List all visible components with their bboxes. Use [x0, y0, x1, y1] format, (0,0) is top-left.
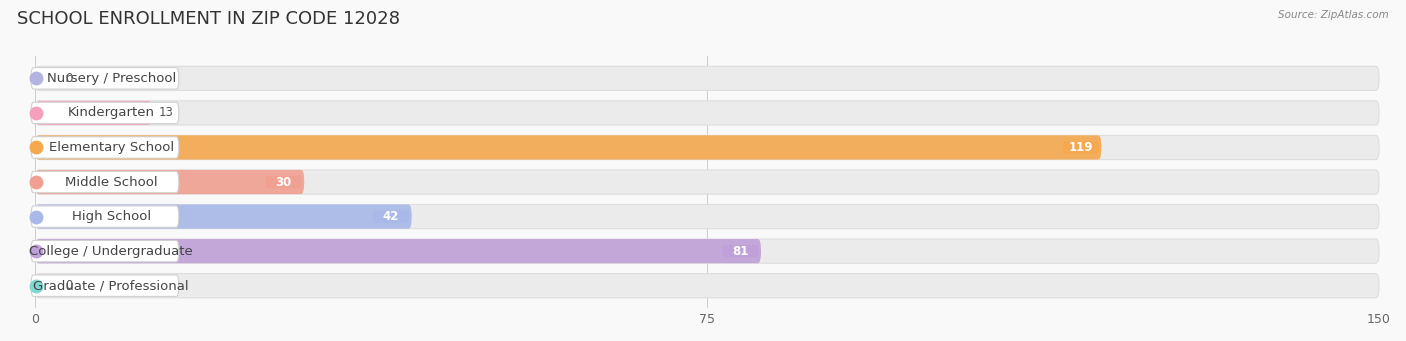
Text: 0: 0 [65, 279, 73, 292]
FancyBboxPatch shape [35, 135, 1379, 160]
FancyBboxPatch shape [35, 239, 761, 263]
Text: 13: 13 [159, 106, 174, 119]
Text: Middle School: Middle School [65, 176, 157, 189]
FancyBboxPatch shape [31, 137, 179, 158]
FancyBboxPatch shape [35, 273, 1379, 298]
Text: Graduate / Professional: Graduate / Professional [34, 279, 188, 292]
Text: Nursery / Preschool: Nursery / Preschool [46, 72, 176, 85]
FancyBboxPatch shape [35, 239, 1379, 263]
FancyBboxPatch shape [35, 101, 152, 125]
FancyBboxPatch shape [35, 170, 304, 194]
FancyBboxPatch shape [1063, 141, 1098, 154]
Text: High School: High School [72, 210, 150, 223]
FancyBboxPatch shape [35, 101, 1379, 125]
Text: SCHOOL ENROLLMENT IN ZIP CODE 12028: SCHOOL ENROLLMENT IN ZIP CODE 12028 [17, 10, 399, 28]
FancyBboxPatch shape [35, 66, 1379, 90]
Text: 42: 42 [382, 210, 399, 223]
FancyBboxPatch shape [31, 240, 179, 262]
FancyBboxPatch shape [35, 170, 1379, 194]
FancyBboxPatch shape [35, 205, 1379, 229]
Text: 30: 30 [276, 176, 291, 189]
Text: Elementary School: Elementary School [49, 141, 174, 154]
Text: Kindergarten: Kindergarten [67, 106, 155, 119]
Text: 81: 81 [733, 244, 748, 258]
FancyBboxPatch shape [31, 206, 179, 227]
FancyBboxPatch shape [35, 135, 1101, 160]
Text: College / Undergraduate: College / Undergraduate [30, 244, 193, 258]
FancyBboxPatch shape [723, 245, 758, 257]
Text: 119: 119 [1069, 141, 1092, 154]
FancyBboxPatch shape [31, 171, 179, 193]
Text: 0: 0 [65, 72, 73, 85]
FancyBboxPatch shape [31, 275, 179, 296]
Text: Source: ZipAtlas.com: Source: ZipAtlas.com [1278, 10, 1389, 20]
FancyBboxPatch shape [266, 176, 301, 188]
FancyBboxPatch shape [373, 210, 409, 223]
FancyBboxPatch shape [31, 102, 179, 124]
FancyBboxPatch shape [35, 205, 412, 229]
FancyBboxPatch shape [31, 68, 179, 89]
